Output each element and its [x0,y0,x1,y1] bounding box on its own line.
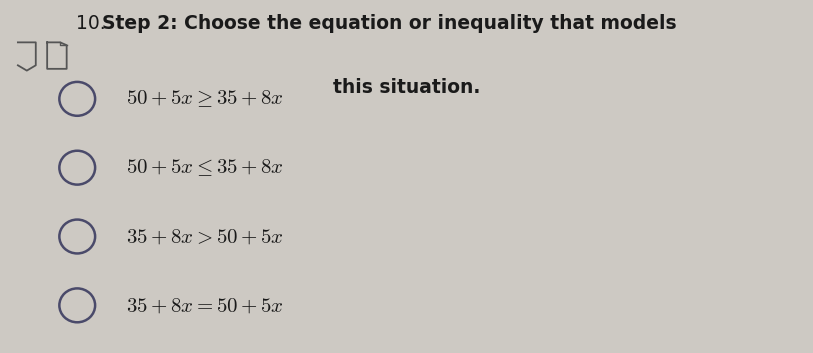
Text: $50 + 5x \leq 35 + 8x$: $50 + 5x \leq 35 + 8x$ [126,157,284,178]
Text: this situation.: this situation. [333,78,480,97]
Text: $35 + 8x = 50 + 5x$: $35 + 8x = 50 + 5x$ [126,295,284,315]
Text: $50 + 5x \geq 35 + 8x$: $50 + 5x \geq 35 + 8x$ [126,89,284,109]
Text: 10.: 10. [76,14,105,33]
Text: Step 2: Choose the equation or inequality that models: Step 2: Choose the equation or inequalit… [102,14,676,33]
Text: $35 + 8x > 50 + 5x$: $35 + 8x > 50 + 5x$ [126,227,284,246]
